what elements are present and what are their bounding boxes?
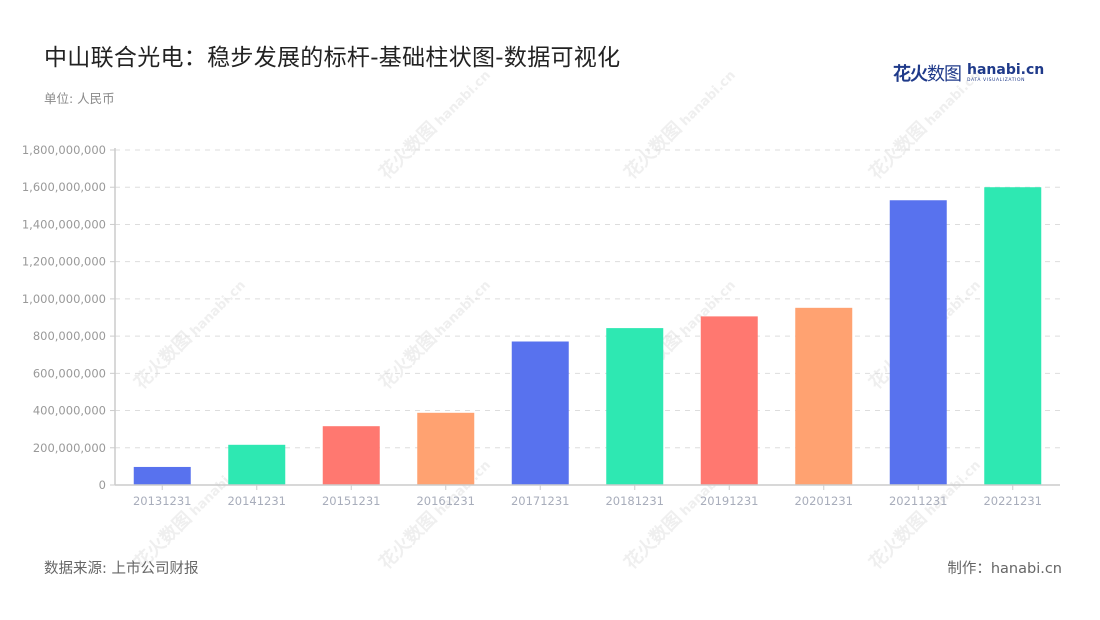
y-tick-label: 1,000,000,000 <box>22 292 106 306</box>
y-tick-label: 800,000,000 <box>33 329 106 343</box>
page-title: 中山联合光电：稳步发展的标杆-基础柱状图-数据可视化 <box>44 45 621 71</box>
y-axis-ticks: 0 200,000,000 400,000,000 600,000,000 800,00… <box>22 143 115 492</box>
x-tick-label: 20141231 <box>227 494 286 508</box>
grid-lines <box>115 149 1060 449</box>
bar-20161231[interactable] <box>417 412 475 485</box>
bar-20181231[interactable] <box>606 328 664 485</box>
bar-20151231[interactable] <box>322 426 380 485</box>
x-tick-label: 20161231 <box>416 494 475 508</box>
y-tick-label: 1,200,000,000 <box>22 255 106 269</box>
brand-logo: 花火数图 hanabi.cn DATA VISUALIZATION <box>893 60 1044 86</box>
y-tick-label: 1,800,000,000 <box>22 143 106 157</box>
x-tick-label: 20131231 <box>133 494 192 508</box>
x-tick-label: 20211231 <box>889 494 948 508</box>
y-tick-label: 1,600,000,000 <box>22 180 106 194</box>
bar-20191231[interactable] <box>700 316 758 485</box>
logo-en: hanabi.cn DATA VISUALIZATION <box>967 61 1045 83</box>
y-tick-label: 200,000,000 <box>33 441 106 455</box>
bar-20141231[interactable] <box>228 444 286 485</box>
x-tick-label: 20151231 <box>322 494 381 508</box>
bars <box>133 187 1042 485</box>
x-tick-label: 20181231 <box>605 494 664 508</box>
x-axis-ticks: 20131231 20141231 20151231 20161231 20171231… <box>133 485 1042 508</box>
bar-20131231[interactable] <box>133 466 191 485</box>
x-tick-label: 20171231 <box>511 494 570 508</box>
bar-20201231[interactable] <box>795 307 853 485</box>
x-tick-label: 20191231 <box>700 494 759 508</box>
bar-20221231[interactable] <box>984 187 1042 485</box>
bar-20171231[interactable] <box>511 341 569 485</box>
logo-cn: 花火数图 <box>893 64 962 85</box>
axes <box>114 148 1060 486</box>
unit-label: 单位: 人民币 <box>44 91 115 106</box>
credit: 制作：hanabi.cn <box>947 561 1062 577</box>
y-tick-label: 600,000,000 <box>33 366 106 380</box>
bar-20211231[interactable] <box>889 200 947 485</box>
y-tick-label: 400,000,000 <box>33 404 106 418</box>
data-source: 数据来源: 上市公司财报 <box>44 561 199 577</box>
y-tick-label: 0 <box>99 478 106 492</box>
y-tick-label: 1,400,000,000 <box>22 217 106 231</box>
x-tick-label: 20221231 <box>983 494 1042 508</box>
x-tick-label: 20201231 <box>794 494 853 508</box>
